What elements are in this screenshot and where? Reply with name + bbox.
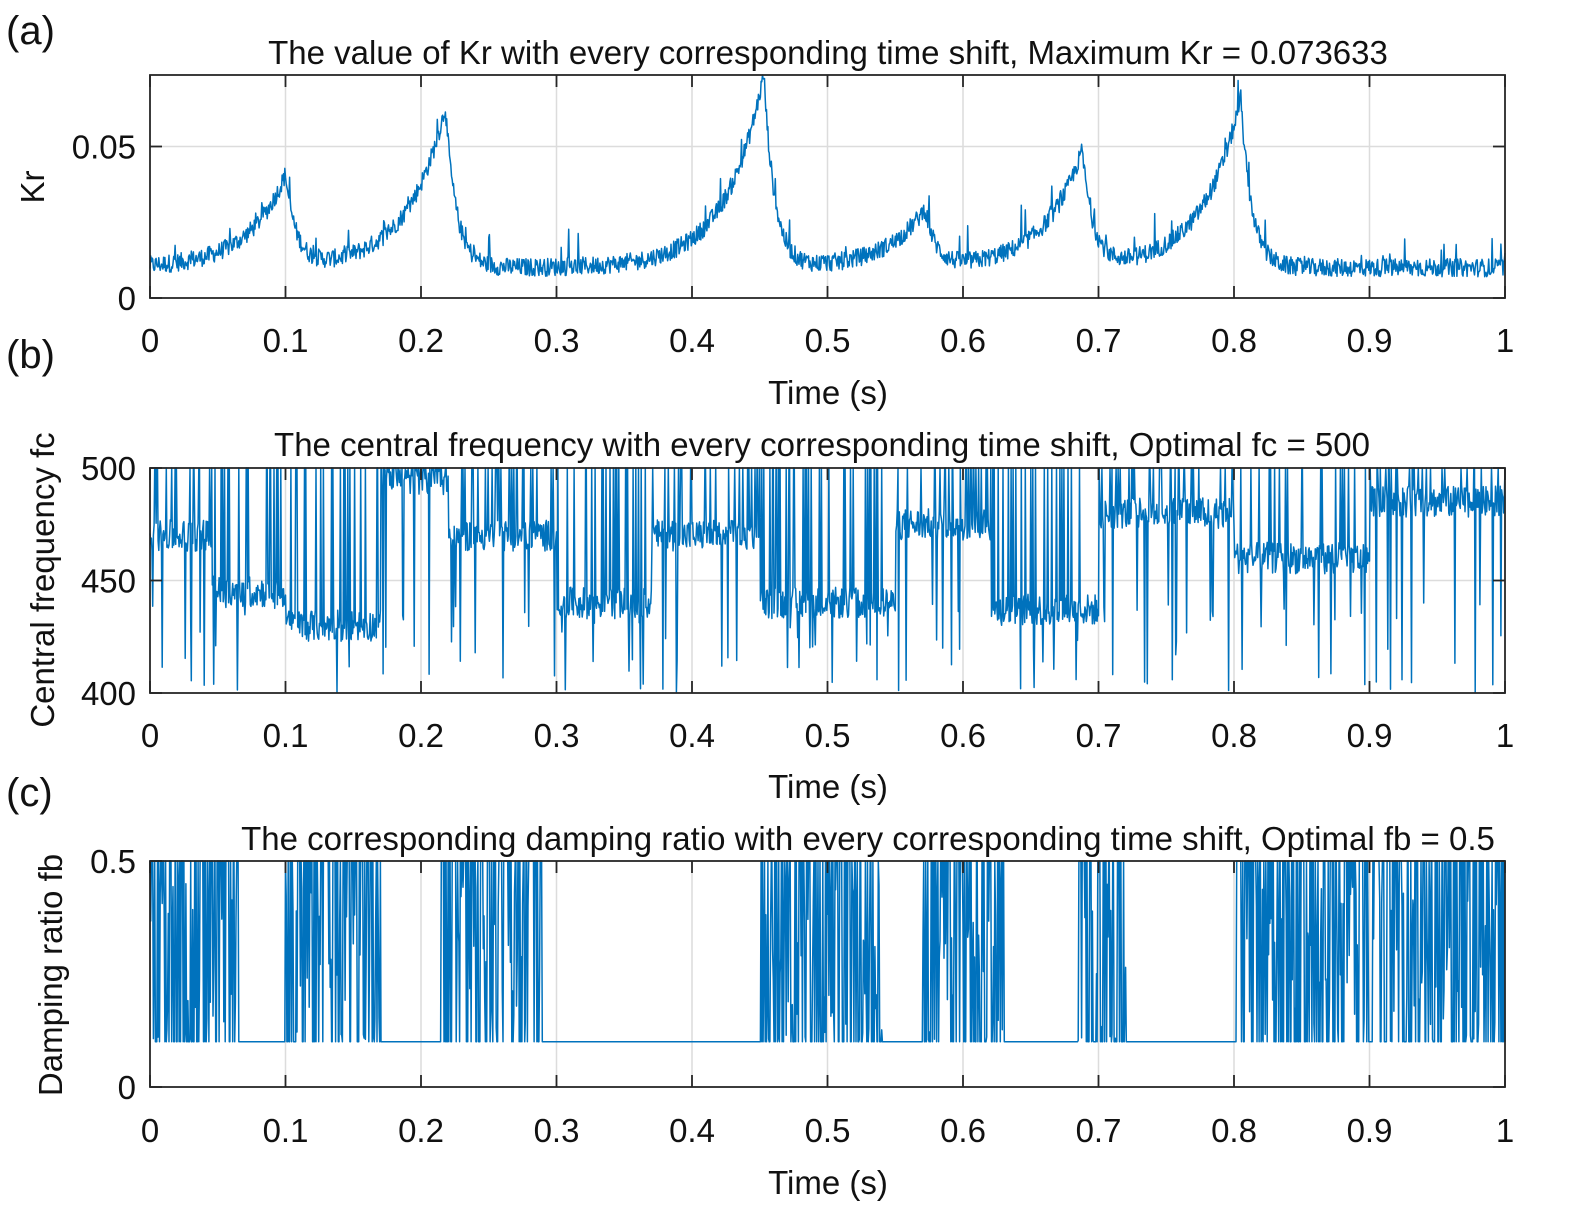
ticks-a: 0 0.1 0.2 0.3 0.4 0.5 0.6 0.7 0.8 0.9 1 0 0.05	[72, 75, 1514, 359]
x-tick-label: 0	[141, 1112, 159, 1149]
y-tick-label: 0	[118, 1069, 136, 1106]
x-tick-label: 0.2	[398, 717, 444, 754]
y-axis-label-a: Kr	[14, 170, 51, 203]
x-tick-label: 0.1	[263, 1112, 309, 1149]
panel-c: (c) The corresponding damping ratio with…	[6, 771, 1514, 1201]
x-tick-label: 0.3	[534, 1112, 580, 1149]
x-tick-label: 0.5	[805, 1112, 851, 1149]
x-axis-label-a: Time (s)	[768, 374, 888, 411]
x-tick-label: 0.2	[398, 322, 444, 359]
y-axis-label-c: Damping ratio fb	[32, 854, 69, 1096]
x-tick-label: 0.5	[805, 717, 851, 754]
x-tick-label: 0.9	[1347, 717, 1393, 754]
x-tick-label: 0.1	[263, 717, 309, 754]
chart-title-c: The corresponding damping ratio with eve…	[241, 820, 1495, 857]
ticks-b: 0 0.1 0.2 0.3 0.4 0.5 0.6 0.7 0.8 0.9 1 400 450 500	[81, 450, 1514, 754]
y-tick-label: 0.5	[90, 843, 136, 880]
series-line-b	[149, 467, 1506, 694]
grid-a	[150, 75, 1505, 298]
x-axis-label-c: Time (s)	[768, 1164, 888, 1201]
x-tick-label: 0.4	[669, 717, 715, 754]
y-tick-label: 450	[81, 563, 136, 600]
x-tick-label: 0.3	[534, 717, 580, 754]
x-tick-label: 0.6	[940, 1112, 986, 1149]
panel-b: (b) The central frequency with every cor…	[6, 333, 1514, 805]
x-tick-label: 1	[1496, 322, 1514, 359]
x-tick-label: 0.7	[1076, 322, 1122, 359]
x-tick-label: 0.6	[940, 717, 986, 754]
panel-a: (a) The value of Kr with every correspon…	[6, 9, 1514, 411]
panel-label-a: (a)	[6, 9, 55, 53]
y-tick-label: 0.05	[72, 129, 136, 166]
x-tick-label: 0.5	[805, 322, 851, 359]
x-tick-label: 0	[141, 717, 159, 754]
x-axis-label-b: Time (s)	[768, 768, 888, 805]
x-tick-label: 0.2	[398, 1112, 444, 1149]
panel-label-c: (c)	[6, 771, 53, 815]
y-axis-label-b: Central frequency fc	[24, 432, 61, 727]
x-tick-label: 1	[1496, 717, 1514, 754]
y-tick-label: 400	[81, 675, 136, 712]
chart-title-a: The value of Kr with every corresponding…	[268, 34, 1388, 71]
ticks-c: 0 0.1 0.2 0.3 0.4 0.5 0.6 0.7 0.8 0.9 1 0 0.5	[90, 843, 1514, 1149]
x-tick-label: 0.1	[263, 322, 309, 359]
x-tick-label: 0.7	[1076, 717, 1122, 754]
x-tick-label: 0.4	[669, 322, 715, 359]
series-line-c	[149, 860, 1506, 1043]
x-tick-label: 0.3	[534, 322, 580, 359]
x-tick-label: 0.9	[1347, 322, 1393, 359]
chart-title-b: The central frequency with every corresp…	[274, 426, 1370, 463]
x-tick-label: 0.8	[1211, 322, 1257, 359]
series-line-a	[149, 74, 1506, 278]
x-tick-label: 0.8	[1211, 1112, 1257, 1149]
x-tick-label: 0.6	[940, 322, 986, 359]
y-tick-label: 0	[118, 280, 136, 317]
x-tick-label: 0.8	[1211, 717, 1257, 754]
x-tick-label: 0.4	[669, 1112, 715, 1149]
x-tick-label: 1	[1496, 1112, 1514, 1149]
x-tick-label: 0.9	[1347, 1112, 1393, 1149]
y-tick-label: 500	[81, 450, 136, 487]
panel-label-b: (b)	[6, 333, 55, 377]
x-tick-label: 0	[141, 322, 159, 359]
x-tick-label: 0.7	[1076, 1112, 1122, 1149]
